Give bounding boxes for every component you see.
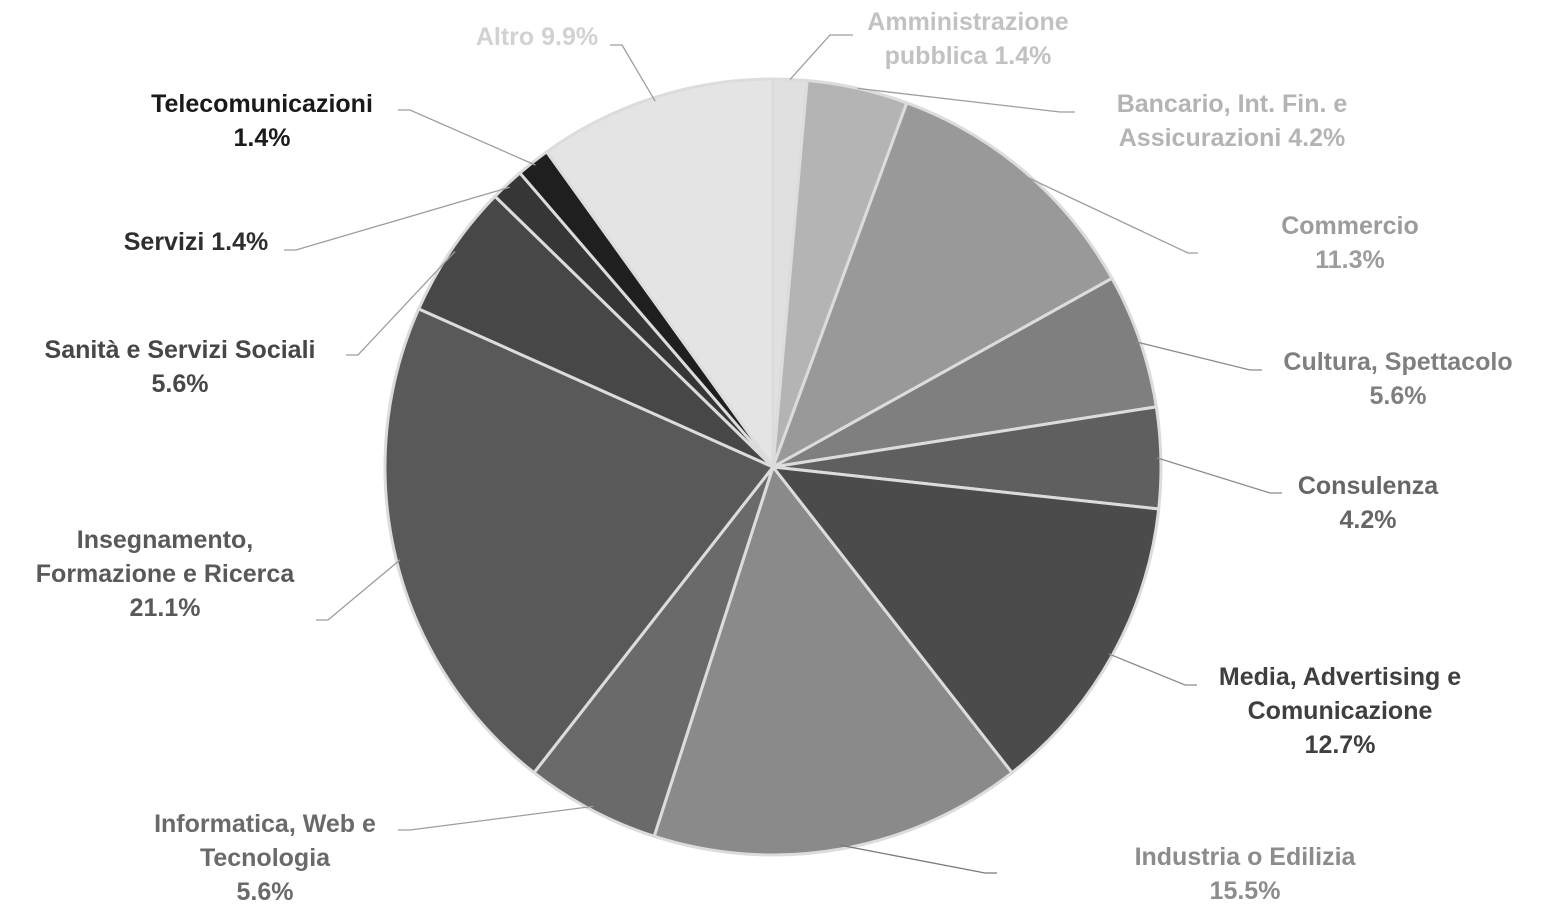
- slice-label-commercio: Commercio 11.3%: [1281, 212, 1419, 274]
- slice-label-sanita-e-servizi-sociali: Sanità e Servizi Sociali 5.6%: [45, 336, 316, 398]
- slice-label-line: 21.1%: [130, 594, 201, 622]
- slice-label-line: Amministrazione: [867, 8, 1069, 36]
- leader-line-bancario-int-fin-e-assicurazioni: [857, 87, 1075, 113]
- slice-label-line: 5.6%: [237, 878, 294, 905]
- leader-line-servizi: [284, 186, 510, 251]
- slice-labels: Amministrazione pubblica 1.4% Bancario, In…: [36, 8, 1513, 905]
- leader-line-cultura-spettacolo: [1136, 341, 1262, 371]
- leader-line-altro: [610, 44, 656, 102]
- slice-label-consulenza: Consulenza 4.2%: [1298, 472, 1439, 534]
- slice-label-amministrazione-pubblica: Amministrazione pubblica 1.4%: [867, 8, 1069, 70]
- slice-label-line: Bancario, Int. Fin. e: [1117, 90, 1348, 118]
- slice-label-line: Formazione e Ricerca: [36, 560, 296, 588]
- slice-label-line: Sanità e Servizi Sociali: [45, 336, 316, 364]
- slice-label-line: 5.6%: [152, 370, 209, 398]
- slice-label-line: Tecnologia: [200, 844, 331, 872]
- slice-label-line: Commercio: [1281, 212, 1419, 240]
- slice-label-informatica-web-e-tecnologia: Informatica, Web e Tecnologia 5.6%: [154, 810, 376, 905]
- slice-label-line: 12.7%: [1305, 731, 1376, 759]
- leader-line-industria-o-edilizia: [840, 844, 997, 874]
- slice-label-line: Cultura, Spettacolo: [1283, 348, 1512, 376]
- leader-line-commercio: [1022, 174, 1198, 254]
- slice-label-telecomunicazioni: Telecomunicazioni 1.4%: [151, 90, 373, 152]
- pie-slice-sanita-e-servizi-sociali: [417, 194, 775, 469]
- pie-slice-industria-o-edilizia: [652, 465, 1014, 857]
- slice-label-line: Servizi 1.4%: [124, 228, 269, 256]
- slice-label-line: Industria o Edilizia: [1135, 843, 1357, 871]
- slice-label-line: 1.4%: [234, 124, 291, 152]
- slice-label-media-advertising-e-comunicazione: Media, Advertising e Comunicazione 12.7%: [1219, 663, 1461, 759]
- leader-line-sanita-e-servizi-sociali: [346, 250, 456, 356]
- slice-label-line: 11.3%: [1315, 246, 1385, 274]
- slice-label-line: Comunicazione: [1248, 697, 1433, 725]
- leader-line-informatica-web-e-tecnologia: [398, 805, 594, 831]
- leader-line-consulenza: [1156, 457, 1282, 494]
- slice-label-line: Consulenza: [1298, 472, 1439, 500]
- leader-lines: [284, 34, 1282, 874]
- slice-label-line: Media, Advertising e: [1219, 663, 1461, 691]
- leader-line-media-advertising-e-comunicazione: [1108, 653, 1197, 686]
- slice-label-line: 4.2%: [1340, 506, 1397, 534]
- pie-slice-commercio: [771, 101, 1114, 469]
- slice-label-line: 5.6%: [1370, 382, 1427, 410]
- slice-label-line: Telecomunicazioni: [151, 90, 373, 118]
- slice-label-bancario-int-fin-e-assicurazioni: Bancario, Int. Fin. e Assicurazioni 4.2%: [1117, 90, 1348, 152]
- leader-line-amministrazione-pubblica: [789, 34, 853, 80]
- slice-label-line: pubblica 1.4%: [885, 42, 1052, 70]
- slice-label-cultura-spettacolo: Cultura, Spettacolo 5.6%: [1283, 348, 1512, 410]
- slice-label-line: Altro 9.9%: [476, 23, 598, 51]
- pie-slice-informatica-web-e-tecnologia: [532, 465, 775, 838]
- pie-slice-cultura-spettacolo: [771, 276, 1158, 469]
- slice-label-line: 15.5%: [1210, 877, 1281, 905]
- slice-label-line: Informatica, Web e: [154, 810, 376, 838]
- leader-line-insegnamento-formazione-e-ricerca: [316, 559, 401, 621]
- pie-slice-altro: [545, 77, 775, 469]
- slice-label-line: Assicurazioni 4.2%: [1119, 124, 1345, 152]
- pie-slices: [383, 77, 1163, 857]
- slice-label-altro: Altro 9.9%: [476, 23, 598, 51]
- slice-label-industria-o-edilizia: Industria o Edilizia 15.5%: [1135, 843, 1357, 905]
- slice-label-line: Insegnamento,: [77, 526, 253, 554]
- leader-line-telecomunicazioni: [398, 109, 536, 166]
- slice-label-insegnamento-formazione-e-ricerca: Insegnamento, Formazione e Ricerca 21.1%: [36, 526, 296, 622]
- slice-label-servizi: Servizi 1.4%: [124, 228, 269, 256]
